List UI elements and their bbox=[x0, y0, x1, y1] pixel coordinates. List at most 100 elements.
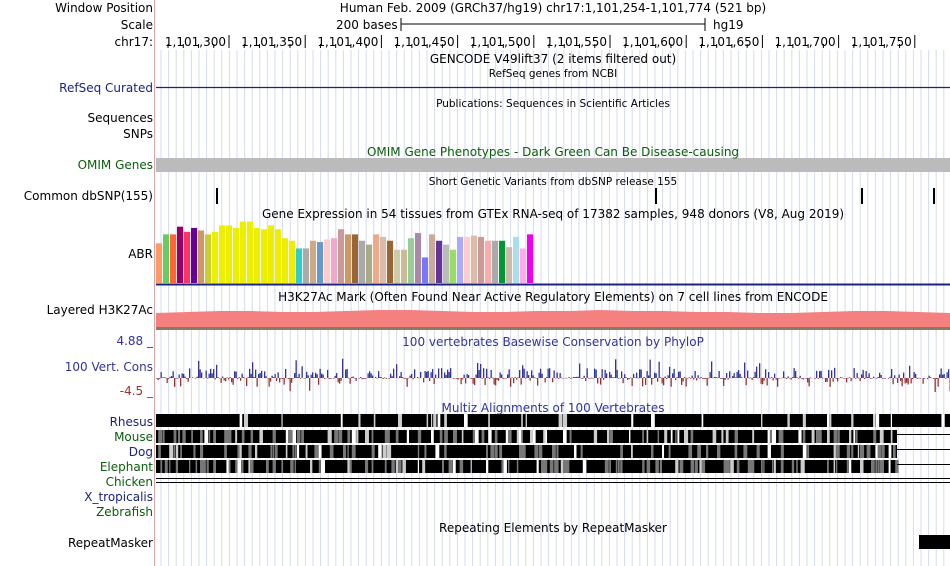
multiz-gap bbox=[607, 460, 609, 473]
phylop-pos-bar bbox=[255, 369, 257, 378]
multiz-gap bbox=[488, 430, 492, 443]
phylop-neg-bar bbox=[474, 378, 476, 386]
multiz-gap bbox=[505, 430, 508, 443]
phylop-pos-bar bbox=[759, 363, 761, 378]
gtex-bar bbox=[324, 239, 331, 283]
phylop-pos-bar bbox=[720, 377, 722, 379]
multiz-gap bbox=[448, 460, 453, 473]
phylop-neg-bar bbox=[157, 378, 159, 381]
multiz-gap bbox=[224, 430, 229, 443]
multiz-gap bbox=[182, 430, 186, 443]
multiz-gap bbox=[593, 430, 598, 443]
phylop-neg-bar bbox=[282, 378, 284, 379]
phylop-pos-bar bbox=[571, 377, 573, 379]
multiz-gap bbox=[767, 430, 772, 443]
phylop-pos-bar bbox=[573, 377, 575, 378]
multiz-gap bbox=[888, 460, 891, 473]
phylop-pos-bar bbox=[909, 365, 911, 378]
phylop-pos-bar bbox=[556, 372, 558, 378]
gtex-gene-label[interactable]: ABR bbox=[128, 247, 153, 261]
sidebar-separator bbox=[154, 0, 155, 566]
sequences-track-label[interactable]: Sequences bbox=[87, 111, 153, 125]
phylop-track-label[interactable]: 100 Vert. Cons bbox=[64, 360, 153, 374]
multiz-gap bbox=[706, 445, 709, 458]
ruler-tick-label: 1,101,450 bbox=[393, 35, 455, 49]
multiz-gap bbox=[270, 445, 273, 458]
phylop-neg-bar bbox=[751, 378, 753, 380]
multiz-gap bbox=[259, 430, 263, 443]
species-dog[interactable]: Dog bbox=[128, 445, 153, 459]
multiz-gap bbox=[228, 430, 232, 443]
multiz-gap bbox=[875, 414, 880, 427]
multiz-gap bbox=[853, 430, 856, 443]
multiz-gap bbox=[851, 414, 854, 427]
multiz-gap bbox=[301, 430, 304, 443]
multiz-gap bbox=[235, 430, 238, 443]
multiz-gap bbox=[241, 430, 245, 443]
multiz-gap bbox=[296, 430, 301, 443]
multiz-gap bbox=[811, 430, 815, 443]
multiz-alignment-row bbox=[156, 460, 897, 473]
species-rhesus[interactable]: Rhesus bbox=[109, 415, 153, 429]
phylop-pos-bar bbox=[774, 373, 776, 378]
phylop-pos-bar bbox=[831, 370, 833, 378]
scale-label: Scale bbox=[120, 18, 153, 32]
phylop-pos-bar bbox=[466, 373, 468, 378]
h3k27ac-track-label[interactable]: Layered H3K27Ac bbox=[46, 303, 153, 317]
phylop-neg-bar bbox=[495, 378, 497, 386]
multiz-gap bbox=[690, 430, 694, 443]
phylop-neg-bar bbox=[864, 378, 866, 380]
phylop-neg-bar bbox=[288, 378, 290, 379]
phylop-pos-bar bbox=[444, 372, 446, 378]
phylop-pos-bar bbox=[741, 377, 743, 378]
phylop-neg-bar bbox=[403, 378, 405, 379]
refseq-track-label[interactable]: RefSeq Curated bbox=[59, 81, 153, 95]
multiz-gap bbox=[725, 460, 730, 473]
phylop-pos-bar bbox=[640, 369, 642, 378]
multiz-gap bbox=[699, 460, 703, 473]
multiz-gap bbox=[538, 445, 543, 458]
phylop-pos-bar bbox=[441, 368, 443, 378]
species-elephant[interactable]: Elephant bbox=[99, 460, 153, 474]
snp-variant bbox=[933, 188, 935, 204]
gtex-bar bbox=[345, 234, 352, 283]
snps-track-label[interactable]: SNPs bbox=[123, 127, 153, 141]
gtex-bar bbox=[184, 231, 191, 283]
phylop-pos-bar bbox=[417, 377, 419, 378]
multiz-gap bbox=[294, 445, 297, 458]
phylop-pos-bar bbox=[501, 374, 503, 378]
phylop-neg-bar bbox=[721, 378, 723, 379]
omim-track-label[interactable]: OMIM Genes bbox=[77, 158, 153, 172]
phylop-neg-bar bbox=[324, 378, 326, 379]
phylop-neg-bar bbox=[489, 378, 491, 380]
multiz-gap bbox=[175, 460, 179, 473]
multiz-gap bbox=[772, 430, 777, 443]
multiz-gap bbox=[569, 430, 572, 443]
phylop-neg-bar bbox=[778, 378, 780, 379]
species-zebrafish[interactable]: Zebrafish bbox=[96, 505, 153, 519]
multiz-gap bbox=[846, 445, 851, 458]
multiz-gap bbox=[292, 445, 295, 458]
gtex-bar bbox=[380, 236, 387, 283]
phylop-pos-bar bbox=[348, 377, 350, 379]
phylop-neg-bar bbox=[937, 378, 939, 387]
phylop-pos-bar bbox=[511, 377, 513, 378]
species-x-tropicalis[interactable]: X_tropicalis bbox=[84, 490, 153, 504]
phylop-pos-bar bbox=[561, 377, 563, 379]
phylop-neg-bar bbox=[558, 378, 560, 379]
species-chicken[interactable]: Chicken bbox=[105, 475, 153, 489]
multiz-gap bbox=[763, 460, 765, 473]
phylop-pos-bar bbox=[298, 373, 300, 378]
species-mouse[interactable]: Mouse bbox=[114, 430, 153, 444]
phylop-pos-bar bbox=[201, 372, 203, 378]
multiz-gap bbox=[675, 460, 679, 473]
multiz-gap bbox=[250, 430, 254, 443]
multiz-gap bbox=[780, 460, 784, 473]
repeatmasker-track-label[interactable]: RepeatMasker bbox=[67, 536, 153, 550]
multiz-gap bbox=[444, 430, 448, 443]
phylop-neg-bar bbox=[469, 378, 471, 379]
dbsnp-track-label[interactable]: Common dbSNP(155) bbox=[23, 189, 153, 203]
phylop-neg-bar bbox=[291, 378, 293, 383]
gtex-bar bbox=[527, 234, 534, 283]
